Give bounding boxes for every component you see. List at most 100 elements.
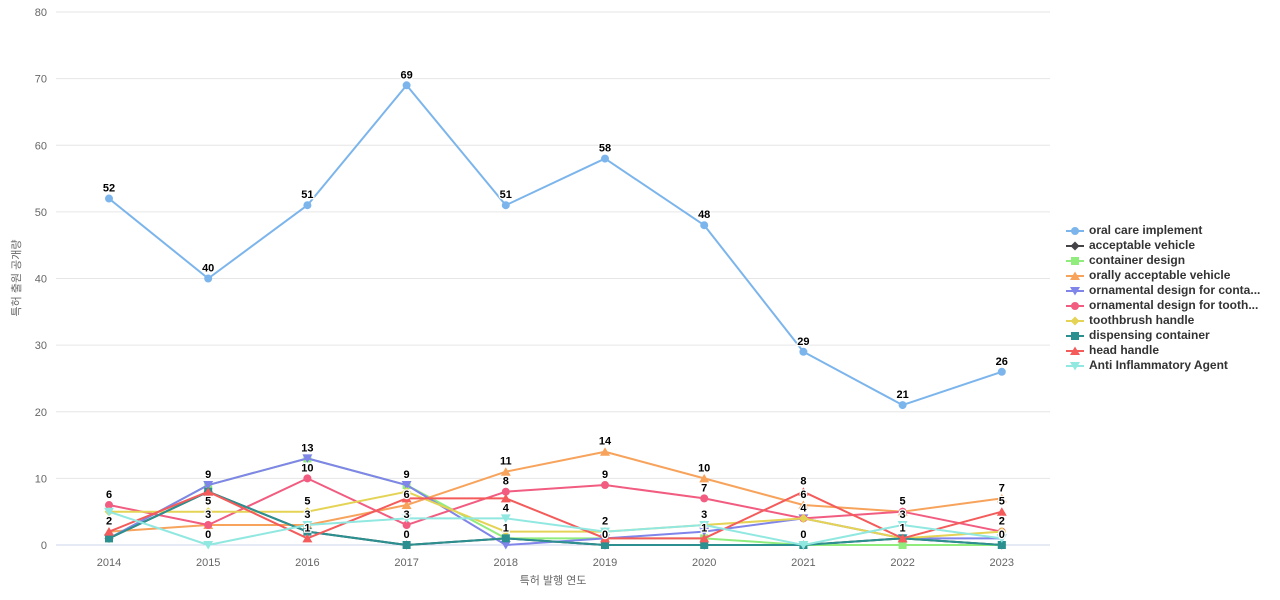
data-label: 5: [205, 496, 211, 508]
data-point-marker: [302, 533, 313, 543]
data-point-marker: [799, 347, 808, 356]
data-point-marker: [798, 513, 808, 523]
legend-item-label: Anti Inflammatory Agent: [1089, 358, 1228, 372]
data-point-marker: [700, 494, 709, 503]
data-point-marker: [303, 201, 312, 210]
data-label: 1: [503, 522, 509, 534]
data-point-marker: [203, 481, 214, 490]
x-tick-label: 2018: [494, 557, 518, 569]
data-point-marker: [700, 541, 709, 549]
series-toothbrush-handle: [104, 487, 1007, 543]
legend-item-head-handle[interactable]: head handle: [1066, 343, 1260, 358]
data-point-marker: [104, 507, 114, 517]
data-point-marker: [302, 507, 312, 517]
data-point-marker: [601, 481, 609, 490]
y-tick-label: 0: [41, 540, 47, 552]
data-point-marker: [105, 194, 113, 203]
x-tick-label: 2021: [791, 557, 815, 569]
series-line: [108, 510, 1003, 546]
data-point-marker: [699, 533, 710, 543]
data-point-marker: [600, 447, 610, 456]
legend-marker-icon: [1066, 316, 1084, 325]
legend-item-orally-acceptable-vehicle[interactable]: orally acceptable vehicle: [1066, 268, 1260, 283]
data-label: 48: [698, 209, 710, 221]
x-tick-label: 2016: [295, 557, 319, 569]
data-label: 51: [500, 189, 512, 201]
legend-marker-icon: [1066, 271, 1084, 280]
data-label: 3: [205, 509, 211, 521]
legend-item-label: toothbrush handle: [1089, 313, 1195, 327]
data-label: 9: [404, 469, 410, 481]
data-point-marker: [997, 367, 1006, 376]
y-axis-title: 특허 출원 공개량: [10, 240, 23, 317]
data-label: 69: [400, 69, 412, 81]
y-tick-label: 60: [35, 140, 47, 152]
data-point-marker: [402, 81, 411, 90]
data-point-marker: [1070, 316, 1080, 325]
y-tick-label: 30: [35, 340, 47, 352]
series-orally-acceptable-vehicle: [104, 447, 1007, 536]
data-label: 6: [404, 489, 410, 501]
data-point-marker: [401, 481, 412, 490]
data-point-marker: [997, 527, 1007, 537]
data-point-marker: [601, 541, 609, 549]
legend-item-ornamental-design-for-conta[interactable]: ornamental design for conta...: [1066, 283, 1260, 298]
legend-item-dispensing-container[interactable]: dispensing container: [1066, 328, 1260, 343]
data-point-marker: [1071, 331, 1079, 340]
data-point-marker: [798, 541, 809, 550]
data-point-marker: [303, 527, 312, 536]
data-point-marker: [1070, 286, 1080, 295]
data-label: 11: [500, 456, 512, 468]
x-tick-label: 2019: [593, 557, 617, 569]
legend-item-anti-inflammatory-agent[interactable]: Anti Inflammatory Agent: [1066, 358, 1260, 373]
legend-marker-icon: [1066, 331, 1084, 340]
series-line: [108, 84, 1003, 407]
legend-marker-icon: [1066, 241, 1084, 250]
legend-item-acceptable-vehicle[interactable]: acceptable vehicle: [1066, 238, 1260, 253]
legend-item-label: oral care implement: [1089, 223, 1203, 237]
legend-item-ornamental-design-for-tooth[interactable]: ornamental design for tooth...: [1066, 298, 1260, 313]
data-point-marker: [897, 521, 908, 530]
data-point-marker: [700, 221, 709, 230]
series-head-handle: [104, 487, 1007, 543]
data-label: 8: [800, 476, 806, 488]
legend-item-label: orally acceptable vehicle: [1089, 268, 1231, 282]
series-line: [108, 490, 1003, 540]
y-tick-label: 50: [35, 207, 47, 219]
data-point-marker: [898, 541, 907, 549]
data-label: 2: [602, 516, 608, 528]
data-label: 0: [999, 529, 1005, 541]
data-point-marker: [303, 474, 312, 483]
legend-item-toothbrush-handle[interactable]: toothbrush handle: [1066, 313, 1260, 328]
data-label: 0: [404, 529, 410, 541]
data-label: 5: [304, 496, 310, 508]
data-point-marker: [204, 521, 213, 530]
data-point-marker: [601, 154, 609, 163]
data-point-marker: [204, 274, 213, 283]
data-label: 2: [999, 516, 1005, 528]
series-anti-inflammatory-agent: [104, 507, 1007, 550]
data-label: 1: [900, 522, 906, 534]
data-point-marker: [401, 514, 412, 523]
legend-item-container-design[interactable]: container design: [1066, 253, 1260, 268]
x-tick-label: 2014: [97, 557, 121, 569]
data-point-marker: [203, 507, 213, 517]
axis-titles: 특허 발행 연도 특허 출원 공개량: [10, 240, 586, 587]
data-point-marker: [1070, 346, 1080, 355]
data-label: 0: [602, 529, 608, 541]
legend-item-oral-care-implement[interactable]: oral care implement: [1066, 223, 1260, 238]
data-label: 26: [996, 356, 1008, 368]
data-point-marker: [105, 501, 113, 510]
x-tick-label: 2022: [890, 557, 914, 569]
data-label: 58: [599, 143, 611, 155]
data-label: 10: [301, 462, 313, 474]
data-point-marker: [600, 533, 610, 543]
data-point-marker: [996, 493, 1007, 503]
series-line: [108, 450, 1003, 533]
data-label: 1: [701, 522, 707, 534]
data-point-marker: [1070, 271, 1080, 280]
legend-marker-icon: [1066, 256, 1084, 265]
legend-item-label: acceptable vehicle: [1089, 238, 1196, 252]
